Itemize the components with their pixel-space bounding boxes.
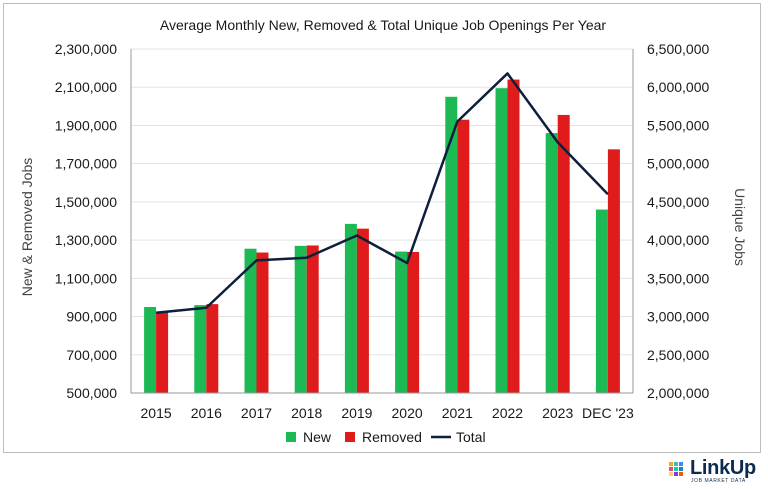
bar-new [144,307,157,393]
legend: New Removed Total [286,429,486,445]
x-tick-label: 2022 [492,405,523,421]
x-tick-label: 2020 [392,405,423,421]
x-tick-label: 2016 [191,405,222,421]
chart-frame [3,3,761,453]
axes: 500,000 700,000 900,000 1,100,000 1,300,000 1… [55,41,710,421]
x-tick-label: DEC '23 [582,405,634,421]
legend-label-total: Total [456,429,486,445]
bar-new [344,223,357,393]
y-tick-label-right: 3,000,000 [647,309,709,325]
logo-wordmark: LinkUp [690,457,756,479]
bar-removed [206,304,219,393]
x-tick-label: 2018 [291,405,322,421]
logo-tagline: JOB MARKET DATA [691,478,746,484]
chart-title: Average Monthly New, Removed & Total Uni… [160,17,607,33]
bars [144,79,620,394]
bar-removed [356,228,369,393]
y-axis-label-left: New & Removed Jobs [19,158,35,297]
legend-swatch-new [286,432,296,442]
linkup-logo: LinkUp JOB MARKET DATA [668,457,764,487]
y-tick-label-left: 2,100,000 [55,79,117,95]
y-tick-label-right: 6,500,000 [647,41,709,57]
y-tick-label-right: 6,000,000 [647,79,709,95]
y-tick-label-left: 900,000 [66,309,117,325]
bar-removed [306,245,319,393]
y-tick-label-right: 2,500,000 [647,347,709,363]
y-tick-label-left: 2,300,000 [55,41,117,57]
x-tick-label: 2019 [341,405,372,421]
bar-removed [407,251,420,393]
y-tick-label-left: 1,300,000 [55,232,117,248]
y-tick-label-right: 5,500,000 [647,117,709,133]
bar-new [294,245,307,393]
y-axis-label-right: Unique Jobs [732,188,748,266]
y-tick-label-right: 5,000,000 [647,156,709,172]
bar-removed [156,312,169,393]
y-tick-label-right: 2,000,000 [647,385,709,401]
bar-removed [256,252,269,393]
y-tick-label-right: 4,500,000 [647,194,709,210]
bar-removed [557,114,570,393]
bar-removed [507,79,520,394]
y-tick-label-left: 1,900,000 [55,117,117,133]
y-tick-label-left: 1,500,000 [55,194,117,210]
total-line [155,72,609,314]
bar-new [194,305,207,393]
y-tick-label-left: 1,700,000 [55,156,117,172]
y-tick-label-right: 4,000,000 [647,232,709,248]
bar-new [495,88,508,393]
x-tick-label: 2021 [442,405,473,421]
bar-new [244,248,257,393]
bar-removed [607,149,620,393]
legend-label-removed: Removed [362,429,422,445]
bar-new [445,96,458,394]
x-tick-label: 2015 [141,405,172,421]
logo-dots-icon [669,462,683,476]
bar-new [395,251,408,393]
y-tick-label-left: 700,000 [66,347,117,363]
y-tick-label-left: 1,100,000 [55,270,117,286]
legend-label-new: New [303,429,332,445]
line-total [155,72,609,314]
x-tick-label: 2023 [542,405,573,421]
bar-removed [457,119,470,393]
legend-swatch-removed [345,432,355,442]
y-tick-label-left: 500,000 [66,385,117,401]
x-tick-label: 2017 [241,405,272,421]
bar-new [595,209,608,393]
bar-new [545,133,558,394]
y-tick-label-right: 3,500,000 [647,270,709,286]
